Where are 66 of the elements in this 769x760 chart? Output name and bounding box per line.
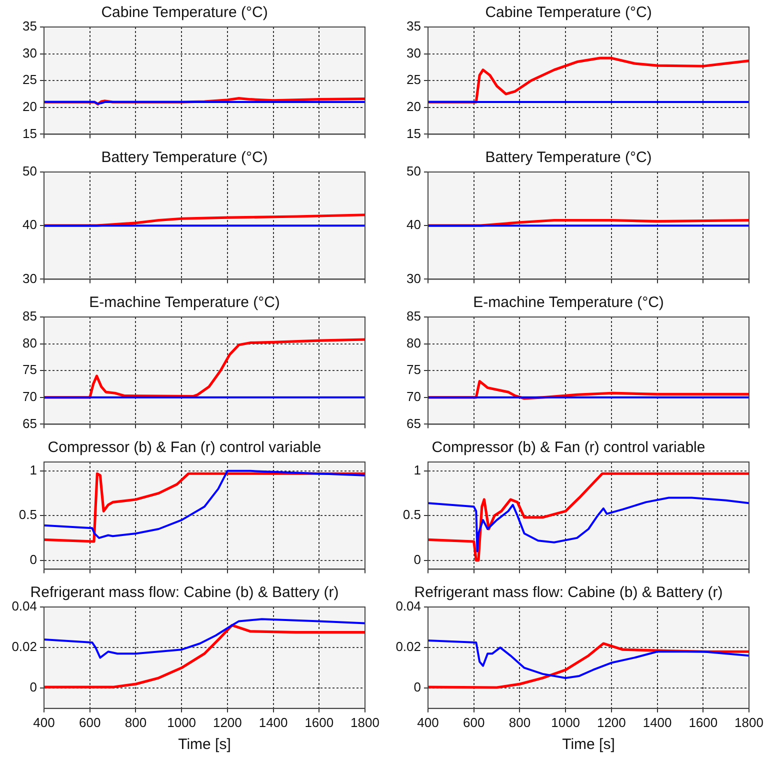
y-tick-label: 15 (406, 126, 421, 141)
y-tick-label: 40 (406, 217, 421, 232)
x-tick-label: 1600 (304, 714, 334, 730)
x-tick-label: 600 (463, 714, 485, 730)
y-tick-label: 40 (22, 217, 37, 232)
y-tick-label: 80 (22, 335, 37, 350)
y-tick-label: 75 (406, 362, 421, 378)
y-tick-label: 85 (406, 308, 421, 324)
y-tick-label: 30 (406, 270, 421, 286)
y-tick-label: 0.02 (396, 639, 421, 654)
x-tick-label: 1000 (551, 714, 580, 730)
chart-title: Cabine Temperature (°C) (485, 4, 652, 22)
y-tick-label: 50 (22, 164, 37, 179)
x-tick-label: 400 (417, 714, 439, 730)
chart-title: Refrigerant mass flow: Cabine (b) & Battery (r) (414, 584, 723, 602)
y-tick-label: 0 (414, 680, 421, 695)
y-tick-label: 0 (414, 552, 421, 567)
chart-title: Battery Temperature (°C) (101, 149, 268, 166)
x-tick-label: 600 (79, 714, 101, 730)
y-tick-label: 35 (406, 18, 421, 34)
y-tick-label: 85 (22, 308, 37, 324)
y-tick-label: 30 (22, 270, 37, 286)
y-tick-label: 30 (406, 45, 421, 60)
x-tick-label: 1800 (350, 714, 380, 730)
chart-title: Battery Temperature (°C) (485, 149, 652, 166)
y-tick-label: 0.02 (12, 639, 37, 654)
y-tick-label: 35 (22, 18, 37, 34)
y-tick-label: 25 (22, 72, 37, 88)
y-tick-label: 0 (30, 552, 37, 567)
x-axis-title: Time [s] (562, 736, 615, 754)
y-tick-label: 50 (406, 164, 421, 179)
x-tick-label: 1000 (167, 714, 196, 730)
chart-title: E-machine Temperature (°C) (473, 294, 664, 312)
x-tick-label: 800 (508, 714, 531, 730)
y-tick-label: 0.04 (396, 598, 421, 614)
y-tick-label: 65 (22, 416, 37, 431)
y-tick-label: 25 (406, 72, 421, 88)
y-tick-label: 0.5 (402, 507, 421, 522)
x-tick-label: 1200 (596, 714, 626, 730)
y-tick-label: 15 (22, 126, 37, 141)
x-tick-label: 1600 (688, 714, 718, 730)
x-axis-title: Time [s] (178, 736, 231, 754)
y-tick-label: 80 (406, 335, 421, 350)
chart-title: Compressor (b) & Fan (r) control variable (48, 439, 322, 456)
y-tick-label: 0 (30, 680, 37, 695)
y-tick-label: 20 (22, 98, 37, 114)
x-tick-label: 1200 (212, 714, 242, 730)
y-tick-label: 65 (406, 416, 421, 431)
chart-title: Compressor (b) & Fan (r) control variable (432, 439, 706, 456)
y-tick-label: 20 (406, 98, 421, 114)
chart-title: Cabine Temperature (°C) (101, 4, 268, 22)
y-tick-label: 30 (22, 45, 37, 60)
chart-title: E-machine Temperature (°C) (89, 294, 280, 312)
x-tick-label: 1400 (258, 714, 288, 730)
x-tick-label: 1400 (642, 714, 672, 730)
x-tick-label: 800 (124, 714, 147, 730)
x-tick-label: 1800 (734, 714, 764, 730)
y-tick-label: 1 (30, 462, 37, 478)
y-tick-label: 0.04 (12, 598, 37, 614)
x-tick-label: 400 (33, 714, 55, 730)
y-tick-label: 0.5 (18, 507, 37, 522)
y-tick-label: 70 (22, 388, 37, 404)
chart-title: Refrigerant mass flow: Cabine (b) & Battery (r) (30, 584, 339, 602)
y-tick-label: 1 (414, 462, 421, 478)
y-tick-label: 75 (22, 362, 37, 378)
y-tick-label: 70 (406, 388, 421, 404)
